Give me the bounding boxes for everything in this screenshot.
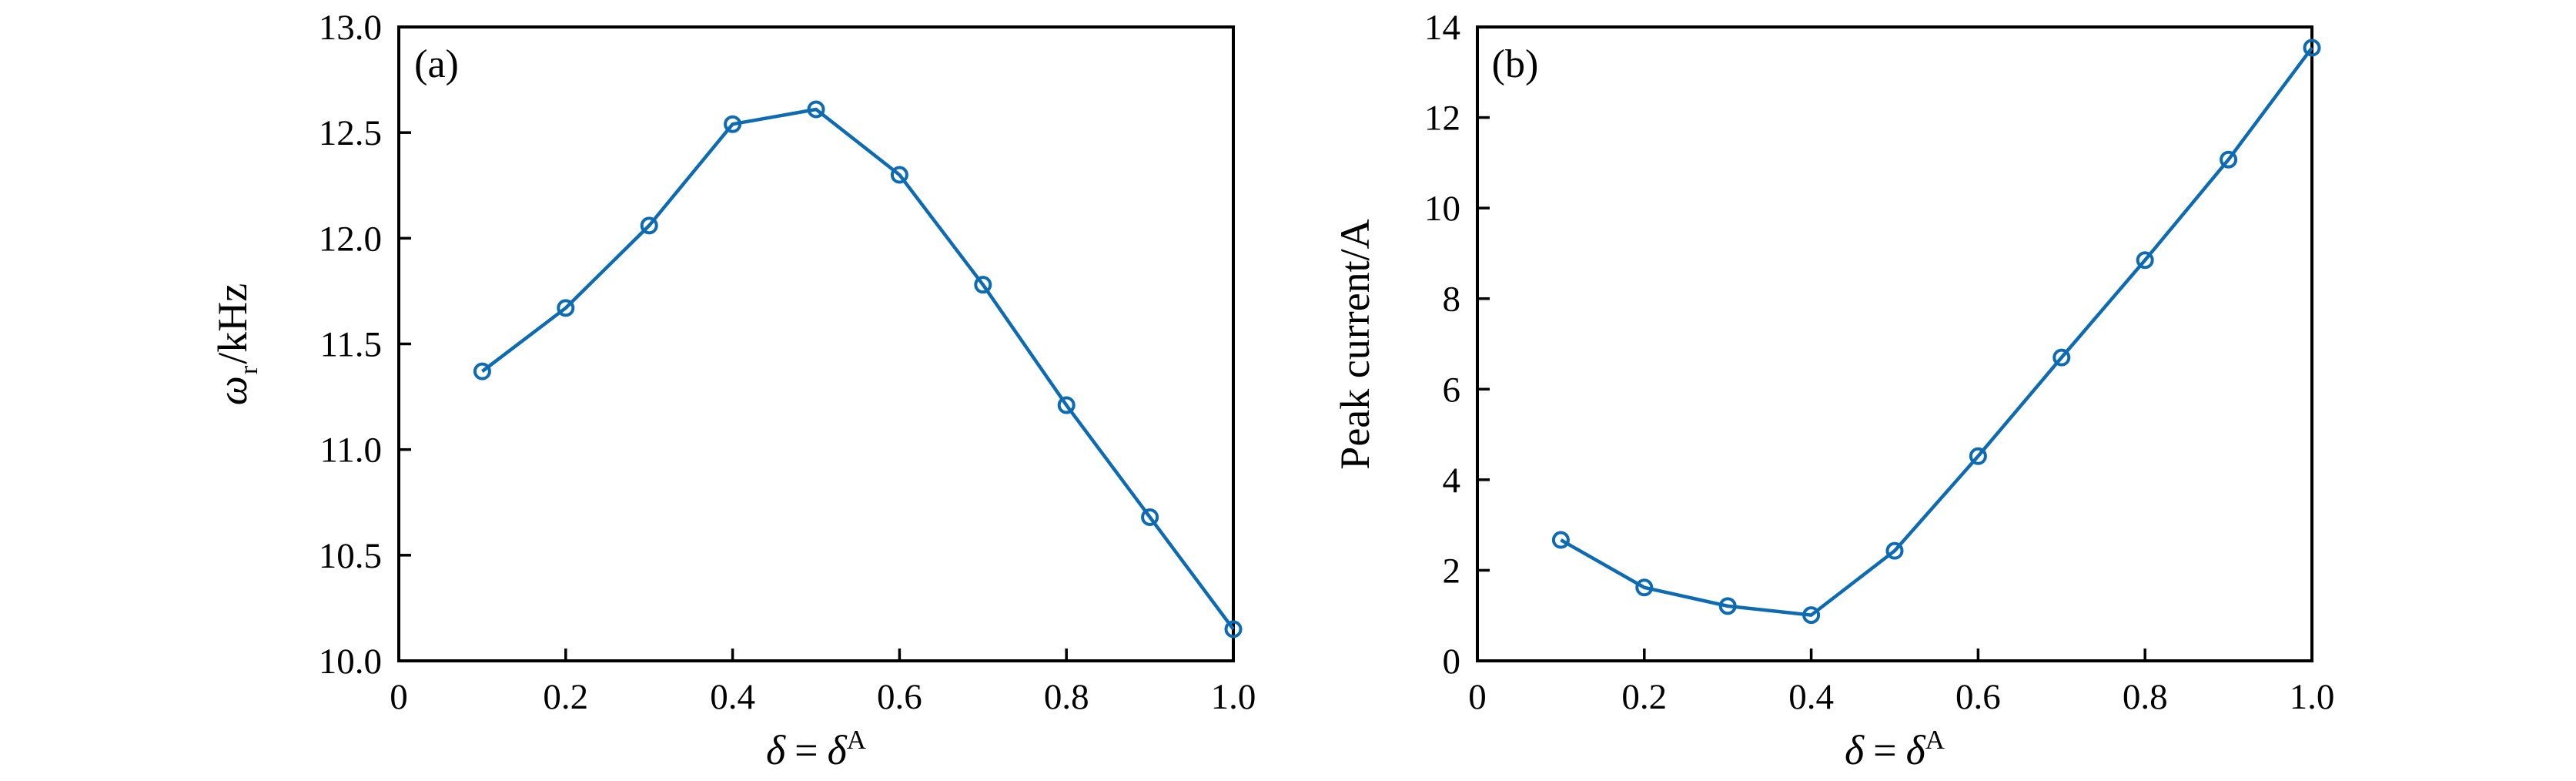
data-point-marker <box>557 299 575 317</box>
data-point-marker <box>1551 531 1570 549</box>
y-tick-label: 12.0 <box>319 219 382 259</box>
data-point-marker <box>974 276 992 294</box>
data-point-marker <box>1718 597 1737 615</box>
y-tick-label: 4 <box>1443 461 1461 501</box>
data-point-marker <box>1224 620 1243 639</box>
panel-label-b: (b) <box>1492 42 1539 86</box>
data-point-marker <box>2303 39 2321 57</box>
y-tick-label: 2 <box>1443 551 1461 591</box>
y-tick-label: 0 <box>1443 642 1461 682</box>
x-tick-label: 0 <box>1468 677 1487 717</box>
y-tick-label: 14 <box>1424 8 1460 48</box>
data-point-marker <box>1885 541 1904 560</box>
panel-label-a: (a) <box>414 42 459 86</box>
x-tick-label: 0.4 <box>1788 677 1834 717</box>
data-point-marker <box>1969 447 1987 465</box>
data-point-marker <box>1141 508 1159 526</box>
data-point-marker <box>640 216 658 235</box>
y-tick-label: 11.5 <box>319 325 382 365</box>
data-point-marker <box>2136 251 2154 270</box>
data-line <box>481 107 1235 631</box>
data-point-marker <box>2052 348 2071 367</box>
x-tick-label: 1.0 <box>1211 677 1256 717</box>
x-tick-label: 0.8 <box>1044 677 1089 717</box>
x-tick-label: 0.8 <box>2123 677 2168 717</box>
x-axis-label-a: δ = δA <box>766 725 867 773</box>
y-tick-label: 10.0 <box>319 642 382 682</box>
plot-box <box>1476 25 2313 662</box>
y-tick-label: 12.5 <box>319 113 382 153</box>
data-point-marker <box>2220 150 2238 169</box>
x-tick-label: 0 <box>390 677 408 717</box>
data-point-marker <box>890 166 908 184</box>
y-tick-label: 12 <box>1424 99 1460 139</box>
y-axis-label-a: ωr/kHz <box>209 283 263 405</box>
data-line <box>1560 46 2313 617</box>
chart-panel-a: 0 0.2 0.4 0.6 0.8 1.0 10.0 10.5 11.0 11.5 12.0 12.5… <box>209 8 1256 773</box>
data-point-marker <box>1802 606 1821 625</box>
data-point-marker <box>724 115 742 133</box>
data-point-marker <box>473 362 491 380</box>
x-tick-label: 0.4 <box>710 677 755 717</box>
chart-panel-b: 0 0.2 0.4 0.6 0.8 1.0 0 2 4 6 8 10 12 14 (b) δ = δA Pea… <box>1332 8 2334 773</box>
y-tick-label: 13.0 <box>319 8 382 48</box>
y-axis-label-b: Peak current/A <box>1332 219 1378 469</box>
data-point-marker <box>1057 396 1076 414</box>
data-point-marker <box>807 100 825 119</box>
plot-area-a: 0 0.2 0.4 0.6 0.8 1.0 10.0 10.5 11.0 11.5 12.0 12.5… <box>319 8 1256 717</box>
plot-box <box>397 25 1235 662</box>
x-tick-label: 0.6 <box>877 677 922 717</box>
y-tick-label: 10 <box>1424 189 1460 229</box>
y-tick-label: 11.0 <box>319 431 382 471</box>
data-point-marker <box>1635 578 1654 597</box>
x-tick-label: 0.2 <box>543 677 588 717</box>
plot-area-b: 0 0.2 0.4 0.6 0.8 1.0 0 2 4 6 8 10 12 14 <box>1424 8 2334 717</box>
y-tick-label: 8 <box>1443 280 1461 320</box>
x-tick-label: 0.2 <box>1621 677 1667 717</box>
x-tick-label: 0.6 <box>1955 677 2001 717</box>
y-tick-label: 10.5 <box>319 536 382 576</box>
x-axis-label-b: δ = δA <box>1845 725 1945 773</box>
y-tick-label: 6 <box>1443 370 1461 410</box>
x-tick-label: 1.0 <box>2290 677 2335 717</box>
